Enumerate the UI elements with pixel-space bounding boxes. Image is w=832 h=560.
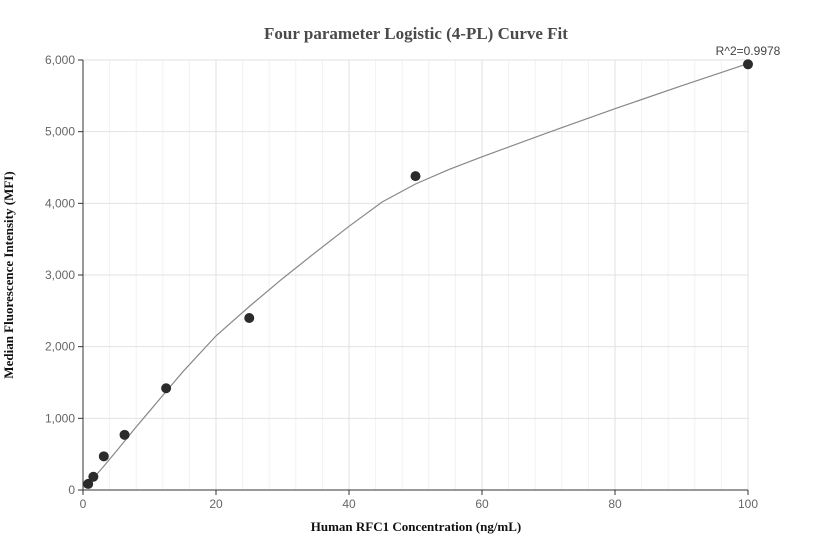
- grid-layer: [83, 59, 749, 490]
- data-point: [119, 429, 130, 440]
- data-point: [88, 471, 99, 482]
- y-tick-label: 6,000: [45, 53, 75, 67]
- x-tick-label: 100: [738, 497, 758, 511]
- axis-layer: 0 20 40 60 80 100 0 1,000 2,000 3,000 4,000 5,000 6,…: [45, 53, 758, 511]
- x-tick-label: 40: [342, 497, 356, 511]
- r-squared-annotation: R^2=0.9978: [716, 44, 781, 58]
- data-point: [83, 478, 94, 489]
- data-point: [743, 59, 753, 70]
- data-point: [244, 313, 255, 323]
- y-tick-label: 2,000: [45, 340, 75, 354]
- y-tick-label: 0: [68, 483, 75, 497]
- x-axis-label: Human RFC1 Concentration (ng/mL): [311, 519, 522, 534]
- y-tick-label: 4,000: [45, 196, 75, 210]
- chart-title: Four parameter Logistic (4-PL) Curve Fit: [264, 24, 568, 43]
- y-axis-label: Median Fluorescence Intensity (MFI): [1, 171, 16, 378]
- y-tick-label: 3,000: [45, 268, 75, 282]
- data-point: [410, 171, 421, 182]
- x-tick-label: 60: [475, 497, 489, 511]
- points-layer: [83, 59, 753, 489]
- data-point: [98, 451, 109, 462]
- y-tick-label: 5,000: [45, 125, 75, 139]
- x-tick-label: 0: [80, 497, 87, 511]
- x-tick-label: 20: [209, 497, 223, 511]
- curve-layer: [82, 63, 749, 489]
- data-point: [161, 383, 172, 394]
- fit-curve: [82, 63, 749, 489]
- text-layer: Four parameter Logistic (4-PL) Curve Fit…: [1, 24, 781, 534]
- x-tick-label: 80: [608, 497, 622, 511]
- y-tick-label: 1,000: [45, 411, 75, 425]
